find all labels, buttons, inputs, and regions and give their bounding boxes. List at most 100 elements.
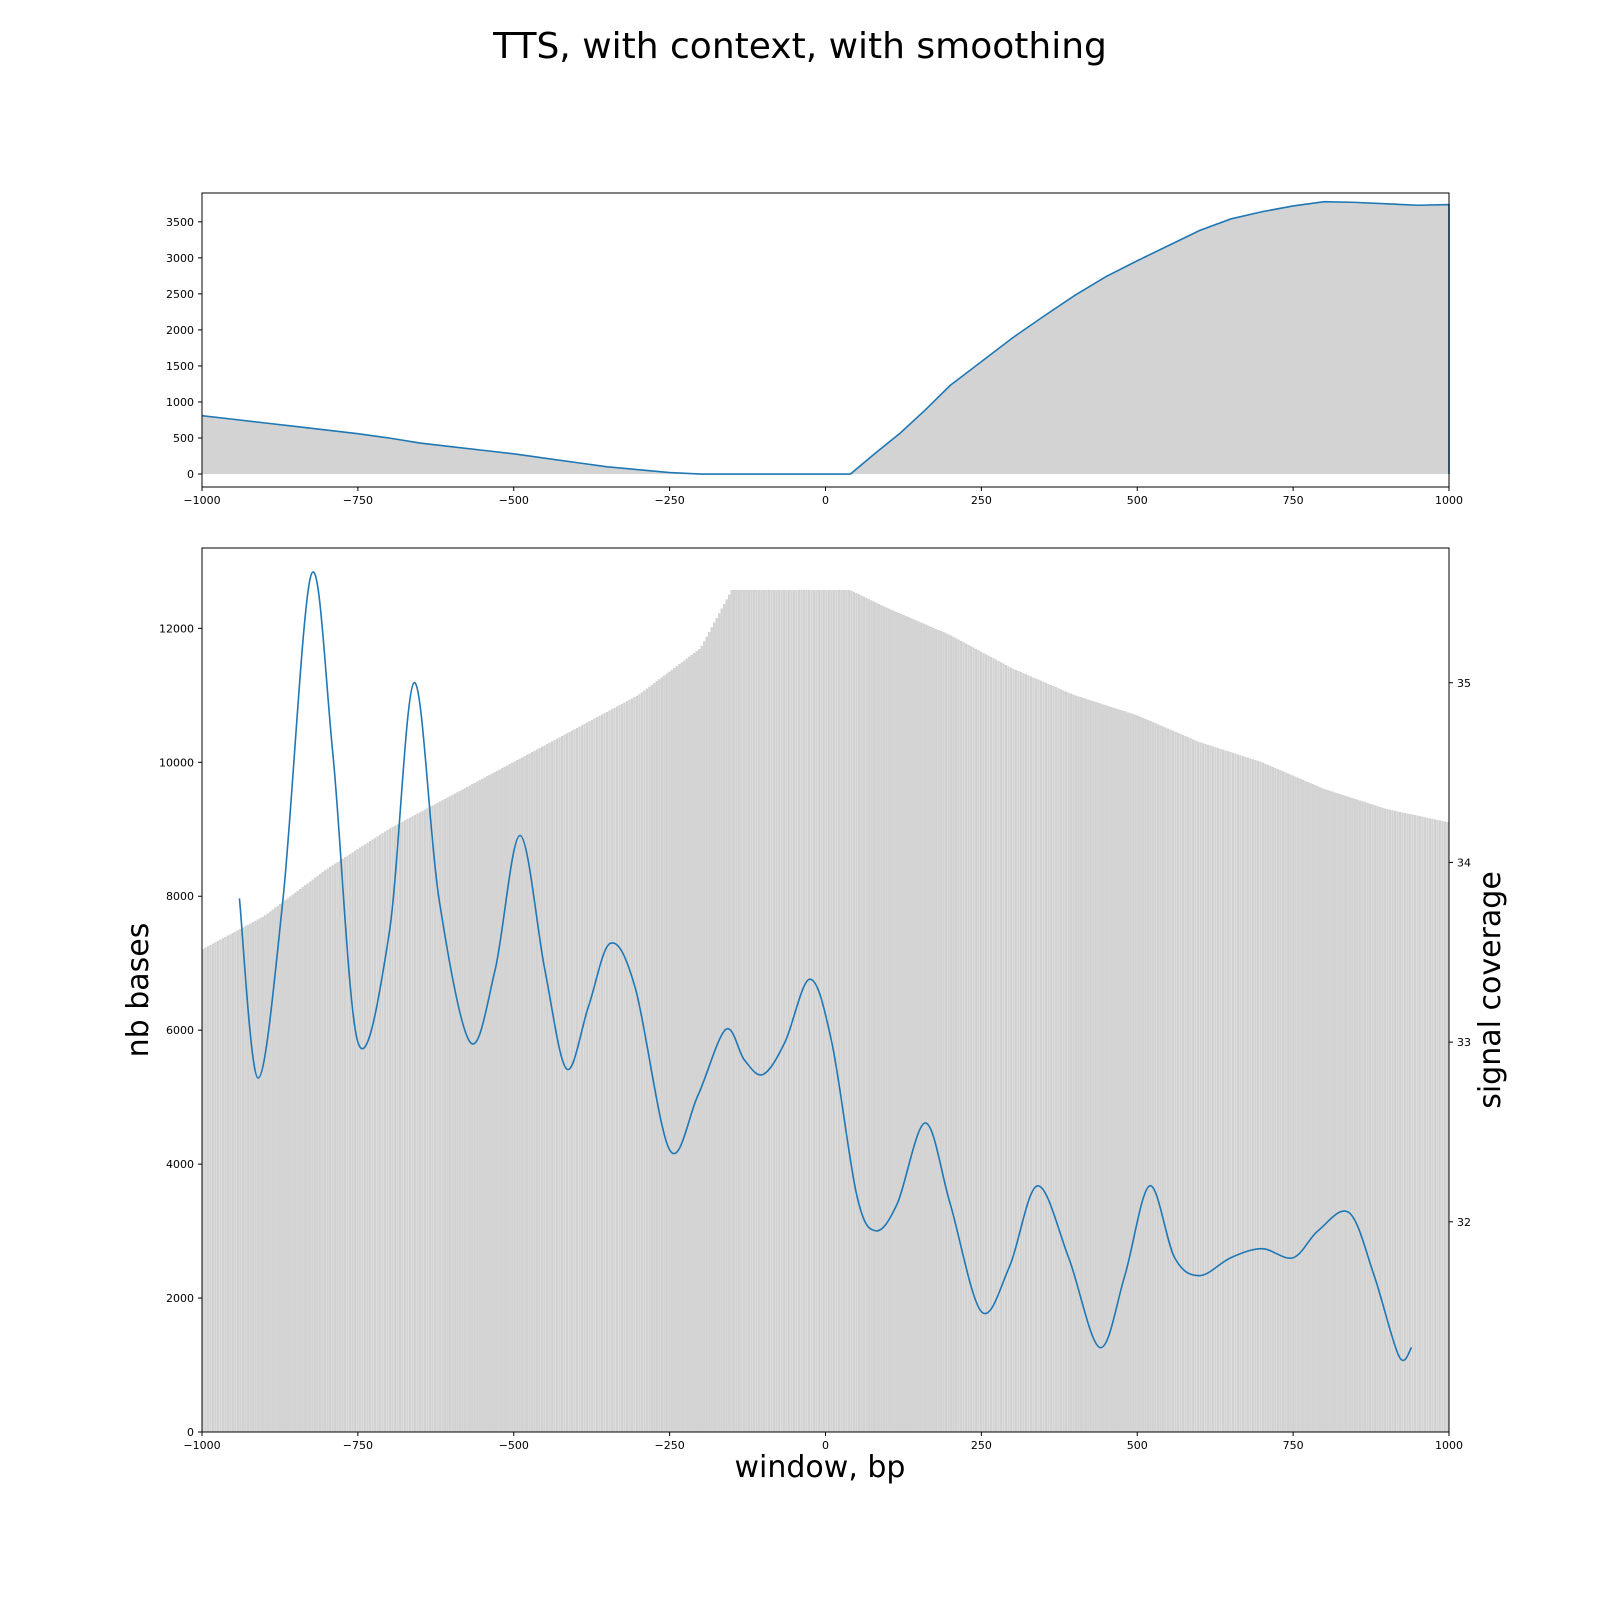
coverage-bar (1024, 674, 1028, 1433)
coverage-bar (451, 794, 454, 1433)
coverage-bar (650, 684, 653, 1433)
coverage-bar (1408, 814, 1412, 1433)
coverage-bar (533, 750, 536, 1433)
coverage-bar (1084, 698, 1087, 1433)
coverage-bar (476, 781, 479, 1433)
coverage-bar (378, 834, 382, 1433)
y2-axis-label: signal coverage (1473, 871, 1508, 1109)
coverage-bar (1109, 706, 1112, 1433)
coverage-bar (471, 784, 474, 1433)
coverage-bar (1162, 726, 1165, 1433)
coverage-bar (411, 816, 414, 1433)
coverage-bar (266, 913, 269, 1433)
coverage-bar (1359, 800, 1362, 1433)
coverage-bar (1438, 820, 1442, 1433)
coverage-bar (1306, 781, 1309, 1433)
coverage-bar (316, 875, 319, 1433)
coverage-bar (588, 721, 591, 1433)
coverage-bar (907, 617, 910, 1433)
coverage-bar (640, 692, 643, 1433)
coverage-bar (1224, 750, 1227, 1433)
x-axis-label: window, bp (735, 1450, 906, 1485)
coverage-bar (770, 590, 773, 1433)
coverage-bar (952, 636, 955, 1433)
coverage-bar (623, 702, 626, 1433)
coverage-bar (753, 590, 756, 1433)
coverage-bar (925, 624, 928, 1433)
coverage-bar (570, 730, 574, 1433)
coverage-bar (1184, 736, 1187, 1433)
coverage-bar (1269, 765, 1272, 1433)
coverage-bar (633, 697, 636, 1433)
coverage-bar (748, 590, 751, 1433)
coverage-bar (259, 918, 262, 1433)
coverage-bar (496, 770, 499, 1433)
coverage-bar (568, 732, 571, 1433)
coverage-bar (1356, 799, 1359, 1433)
coverage-bar (700, 645, 703, 1433)
coverage-bar (1279, 770, 1282, 1433)
coverage-bar (1047, 683, 1050, 1433)
coverage-bar (1281, 771, 1284, 1433)
coverage-bar (920, 622, 923, 1433)
coverage-bar (486, 776, 489, 1433)
coverage-bar (1147, 720, 1150, 1433)
coverage-bar (615, 706, 619, 1433)
coverage-bar (204, 947, 207, 1433)
coverage-bar (493, 772, 496, 1433)
coverage-bar (209, 944, 212, 1433)
coverage-bar (261, 916, 264, 1433)
coverage-bar (1441, 821, 1444, 1433)
coverage-bar (585, 722, 589, 1433)
coverage-bar (353, 850, 357, 1433)
coverage-bar (1092, 701, 1095, 1433)
coverage-bar (1181, 735, 1185, 1433)
coverage-bar (1099, 703, 1102, 1433)
coverage-bar (428, 807, 431, 1433)
top-y-tick-label: 0 (187, 468, 194, 481)
coverage-bar (855, 593, 858, 1433)
coverage-bar (800, 590, 803, 1433)
coverage-bar (705, 636, 708, 1433)
coverage-bar (1082, 698, 1085, 1433)
coverage-bar (1416, 815, 1419, 1433)
coverage-bar (226, 935, 229, 1433)
bottom-y-tick-label: 6000 (166, 1024, 194, 1037)
coverage-bar (531, 752, 534, 1433)
bottom-panel: −1000 −750 −500 −250 0 250 500 750 1000020004000… (159, 547, 1471, 1452)
coverage-bar (1159, 725, 1162, 1433)
coverage-bar (296, 890, 299, 1433)
coverage-bar (807, 590, 811, 1433)
coverage-bar (1117, 709, 1120, 1433)
coverage-bar (772, 590, 776, 1433)
coverage-bar (1361, 801, 1364, 1433)
coverage-bar (565, 733, 569, 1433)
coverage-bar (543, 745, 546, 1433)
coverage-bar (1142, 717, 1145, 1433)
coverage-bar (1067, 692, 1070, 1433)
coverage-bar (578, 726, 581, 1433)
coverage-bar (713, 622, 716, 1433)
coverage-bar (1314, 785, 1317, 1433)
coverage-bar (518, 758, 521, 1433)
coverage-bar (690, 654, 693, 1433)
coverage-bar (1443, 821, 1447, 1433)
coverage-bar (1196, 741, 1200, 1433)
coverage-bar (1436, 820, 1439, 1433)
coverage-bar (1107, 706, 1110, 1433)
coverage-bar (1221, 749, 1225, 1433)
coverage-bar (1369, 803, 1372, 1433)
coverage-bar (371, 839, 374, 1433)
coverage-bar (987, 655, 990, 1433)
coverage-bar (1229, 752, 1232, 1433)
coverage-bar (336, 862, 339, 1433)
coverage-bar (1276, 769, 1279, 1433)
bottom-y-tick-label: 10000 (159, 756, 194, 769)
coverage-bar (224, 936, 227, 1433)
coverage-bar (950, 635, 953, 1433)
coverage-bar (1104, 705, 1107, 1433)
coverage-bar (1154, 723, 1157, 1433)
coverage-bar (1149, 721, 1152, 1433)
coverage-bar (887, 608, 890, 1433)
coverage-bar (1144, 719, 1147, 1433)
